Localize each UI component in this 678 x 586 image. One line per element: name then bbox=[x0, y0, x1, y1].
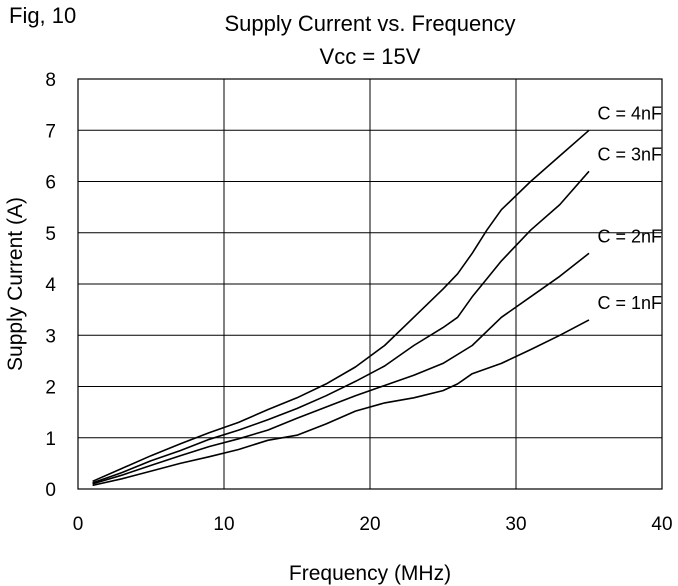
y-axis-ticks: 0 1 2 3 4 5 6 7 8 bbox=[45, 70, 56, 501]
y-tick-label: 4 bbox=[45, 275, 56, 296]
series-line-2 bbox=[92, 170, 590, 484]
chart-title: Supply Current vs. Frequency bbox=[224, 11, 515, 36]
plot-area-frame bbox=[77, 78, 663, 490]
series-label-1: C = 4nF bbox=[597, 103, 662, 123]
grid bbox=[78, 79, 662, 489]
series-line-4 bbox=[92, 319, 590, 487]
y-tick-label: 3 bbox=[45, 326, 56, 347]
y-tick-label: 8 bbox=[45, 70, 56, 91]
series-line-1 bbox=[92, 129, 590, 483]
x-tick-label: 10 bbox=[213, 514, 234, 535]
x-tick-label: 0 bbox=[73, 514, 84, 535]
y-tick-label: 1 bbox=[45, 429, 56, 450]
y-axis-label: Supply Current (A) bbox=[4, 197, 27, 371]
y-tick-label: 7 bbox=[45, 121, 56, 142]
series-labels: C = 4nF C = 3nF C = 2nF C = 1nF bbox=[597, 103, 662, 313]
y-tick-label: 0 bbox=[45, 480, 56, 501]
x-tick-label: 20 bbox=[359, 514, 380, 535]
x-axis-ticks: 0 10 20 30 40 bbox=[73, 514, 673, 535]
series-lines bbox=[92, 129, 590, 487]
y-tick-label: 5 bbox=[45, 224, 56, 245]
series-label-3: C = 2nF bbox=[597, 226, 662, 246]
y-tick-label: 6 bbox=[45, 173, 56, 194]
figure-label: Fig, 10 bbox=[9, 3, 76, 28]
y-tick-label: 2 bbox=[45, 378, 56, 399]
chart-subtitle: Vcc = 15V bbox=[320, 44, 421, 69]
series-line-3 bbox=[92, 252, 590, 485]
x-tick-label: 40 bbox=[651, 514, 672, 535]
x-axis-label: Frequency (MHz) bbox=[289, 562, 451, 585]
series-label-4: C = 1nF bbox=[597, 293, 662, 313]
series-label-2: C = 3nF bbox=[597, 144, 662, 164]
x-tick-label: 30 bbox=[505, 514, 526, 535]
